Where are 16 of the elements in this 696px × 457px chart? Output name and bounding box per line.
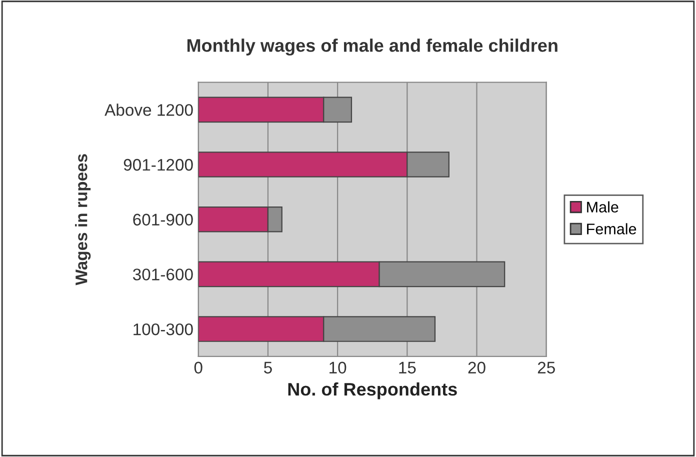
x-tick-label: 0 (194, 362, 202, 374)
y-tick-label: Above 1200 (104, 104, 193, 116)
y-axis-title: Wages in rupees (75, 154, 91, 286)
chart-title: Monthly wages of male and female children (187, 38, 558, 56)
y-tick-label: 901-1200 (124, 158, 193, 171)
x-axis-title: No. of Respondents (288, 382, 457, 400)
y-tick-label: 601-900 (133, 214, 193, 226)
y-tick-label: 301-600 (132, 268, 193, 280)
x-tick-label: 5 (264, 362, 272, 374)
x-tick-label: 20 (468, 362, 486, 374)
legend-label: Female (587, 223, 636, 234)
x-tick-label: 15 (399, 362, 416, 374)
x-tick-label: 25 (538, 362, 555, 374)
y-tick-label: 100-300 (134, 323, 193, 336)
x-tick-label: 10 (330, 362, 346, 374)
legend-label: Male (587, 201, 618, 213)
